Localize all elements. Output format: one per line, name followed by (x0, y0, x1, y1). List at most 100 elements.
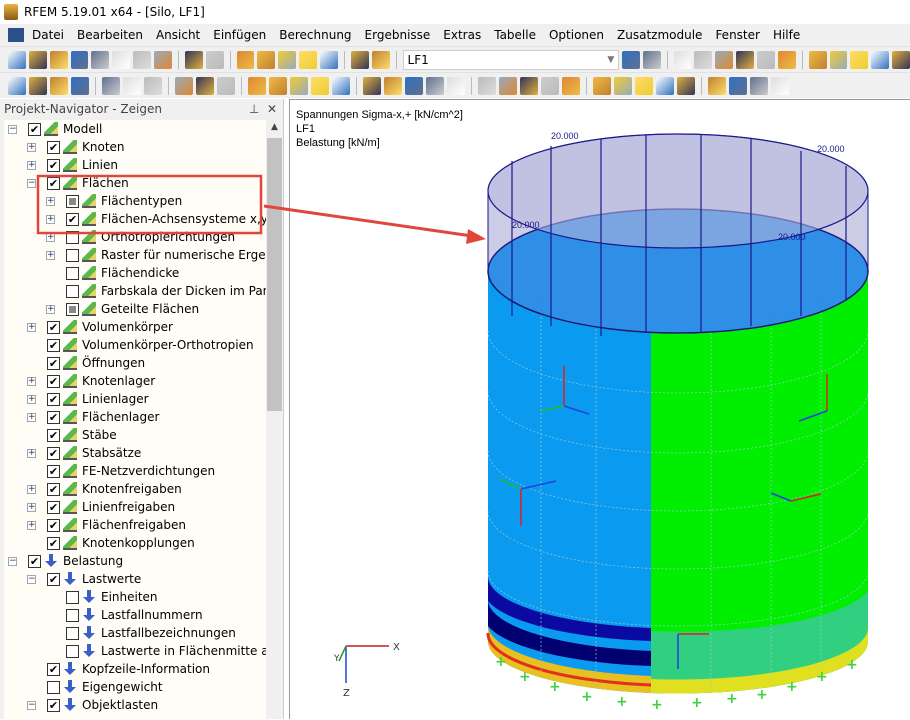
visibility-checkbox[interactable] (66, 608, 79, 622)
toolbar-tool-icon[interactable] (541, 76, 559, 95)
expand-toggle-icon[interactable]: + (27, 501, 36, 512)
tree-item[interactable]: + ✔ Flächenlager (27, 408, 159, 426)
toolbar-tool-icon[interactable] (257, 50, 276, 69)
expand-toggle-icon[interactable]: + (27, 141, 36, 152)
expand-toggle-icon[interactable]: + (27, 411, 36, 422)
expand-toggle-icon[interactable]: − (8, 555, 17, 566)
toolbar-tool-icon[interactable] (656, 76, 674, 95)
tree-item[interactable]: + ✔ Knoten (27, 138, 125, 156)
tree-item[interactable]: ✔ FE-Netzverdichtungen (27, 462, 215, 480)
tree-item[interactable]: + ✔ Linienfreigaben (27, 498, 175, 516)
visibility-checkbox[interactable] (47, 680, 60, 694)
toolbar-tool-icon[interactable] (808, 50, 827, 69)
toolbar-tool-icon[interactable] (677, 76, 695, 95)
chevron-down-icon[interactable]: ▼ (607, 54, 615, 65)
toolbar-tool-icon[interactable] (736, 50, 755, 69)
toolbar-tool-icon[interactable] (28, 50, 47, 69)
tree-item[interactable]: Lastwerte in Flächenmitte anzei (46, 642, 266, 660)
toolbar-tool-icon[interactable] (50, 76, 68, 95)
toolbar-tool-icon[interactable] (236, 50, 255, 69)
menu-einfügen[interactable]: Einfügen (213, 28, 267, 42)
tree-item[interactable]: Lastfallbezeichnungen (46, 624, 236, 642)
toolbar-tool-icon[interactable] (196, 76, 214, 95)
tree-item[interactable]: + ✔ Linien (27, 156, 118, 174)
tree-item[interactable]: Eigengewicht (27, 678, 163, 696)
tree-item[interactable]: ✔ Stäbe (27, 426, 117, 444)
toolbar-tool-icon[interactable] (154, 50, 172, 69)
tree-item[interactable]: + Flächentypen (46, 192, 182, 210)
visibility-checkbox[interactable]: ✔ (47, 662, 60, 676)
toolbar-tool-icon[interactable] (363, 76, 381, 95)
expand-toggle-icon[interactable]: − (27, 573, 36, 584)
toolbar-tool-icon[interactable] (71, 76, 89, 95)
toolbar-tool-icon[interactable] (771, 76, 789, 95)
menu-optionen[interactable]: Optionen (548, 28, 605, 42)
visibility-checkbox[interactable]: ✔ (66, 212, 79, 226)
visibility-checkbox[interactable] (66, 230, 79, 244)
toolbar-tool-icon[interactable] (112, 50, 131, 69)
toolbar-tool-icon[interactable] (621, 50, 640, 69)
toolbar-tool-icon[interactable] (290, 76, 308, 95)
tree-item[interactable]: − ✔ Belastung (8, 552, 123, 570)
visibility-checkbox[interactable]: ✔ (47, 428, 60, 442)
tree-item[interactable]: + ✔ Linienlager (27, 390, 149, 408)
toolbar-tool-icon[interactable] (478, 76, 496, 95)
toolbar-tool-icon[interactable] (49, 50, 68, 69)
tree-item[interactable]: + Orthotropierichtungen (46, 228, 235, 246)
visibility-checkbox[interactable]: ✔ (47, 374, 60, 388)
toolbar-tool-icon[interactable] (708, 76, 726, 95)
toolbar-tool-icon[interactable] (426, 76, 444, 95)
tree-item[interactable]: − ✔ Flächen (27, 174, 129, 192)
visibility-checkbox[interactable]: ✔ (47, 536, 60, 550)
scrollbar-thumb[interactable] (267, 138, 282, 411)
toolbar-tool-icon[interactable] (642, 50, 661, 69)
toolbar-tool-icon[interactable] (311, 76, 329, 95)
toolbar-tool-icon[interactable] (278, 50, 297, 69)
tree-item[interactable]: ✔ Volumenkörper-Orthotropien (27, 336, 254, 354)
visibility-checkbox[interactable]: ✔ (47, 698, 60, 712)
visibility-checkbox[interactable] (66, 266, 79, 280)
visibility-checkbox[interactable]: ✔ (47, 446, 60, 460)
visibility-checkbox[interactable]: ✔ (47, 356, 60, 370)
expand-toggle-icon[interactable]: + (27, 393, 36, 404)
tree-item[interactable]: + ✔ Knotenlager (27, 372, 155, 390)
toolbar-tool-icon[interactable] (29, 76, 47, 95)
tree-item[interactable]: Farbskala der Dicken im Panel (46, 282, 266, 300)
toolbar-tool-icon[interactable] (299, 50, 317, 69)
expand-toggle-icon[interactable]: + (46, 195, 55, 206)
toolbar-tool-icon[interactable] (593, 76, 611, 95)
menu-berechnung[interactable]: Berechnung (279, 28, 352, 42)
toolbar-tool-icon[interactable] (614, 76, 632, 95)
expand-toggle-icon[interactable]: + (27, 483, 36, 494)
expand-toggle-icon[interactable]: + (46, 249, 55, 260)
toolbar-tool-icon[interactable] (8, 50, 26, 69)
tree-item[interactable]: Einheiten (46, 588, 158, 606)
menu-datei[interactable]: Datei (32, 28, 65, 42)
visibility-checkbox[interactable] (66, 626, 79, 640)
tree-item[interactable]: + ✔ Flächen-Achsensysteme x,y,z (46, 210, 266, 228)
tree-item[interactable]: Flächendicke (46, 264, 179, 282)
toolbar-tool-icon[interactable] (320, 50, 338, 69)
toolbar-tool-icon[interactable] (562, 76, 580, 95)
tree-item[interactable]: + Geteilte Flächen (46, 300, 199, 318)
tree-item[interactable]: ✔ Kopfzeile-Information (27, 660, 210, 678)
scroll-up-icon[interactable]: ▲ (271, 122, 278, 132)
toolbar-tool-icon[interactable] (8, 76, 26, 95)
menu-fenster[interactable]: Fenster (715, 28, 760, 42)
visibility-checkbox[interactable]: ✔ (47, 140, 60, 154)
visibility-checkbox[interactable]: ✔ (47, 338, 60, 352)
toolbar-tool-icon[interactable] (332, 76, 350, 95)
menu-bearbeiten[interactable]: Bearbeiten (77, 28, 143, 42)
tree-item[interactable]: ✔ Knotenkopplungen (27, 534, 195, 552)
visibility-checkbox[interactable]: ✔ (47, 482, 60, 496)
toolbar-tool-icon[interactable] (144, 76, 162, 95)
tree-item[interactable]: + ✔ Stabsätze (27, 444, 141, 462)
expand-toggle-icon[interactable]: + (46, 213, 55, 224)
expand-toggle-icon[interactable]: + (27, 321, 36, 332)
expand-toggle-icon[interactable]: − (8, 123, 17, 134)
tree-item[interactable]: ✔ Öffnungen (27, 354, 145, 372)
visibility-checkbox[interactable] (66, 248, 79, 262)
toolbar-tool-icon[interactable] (829, 50, 848, 69)
toolbar-tool-icon[interactable] (757, 50, 775, 69)
toolbar-tool-icon[interactable] (123, 76, 141, 95)
